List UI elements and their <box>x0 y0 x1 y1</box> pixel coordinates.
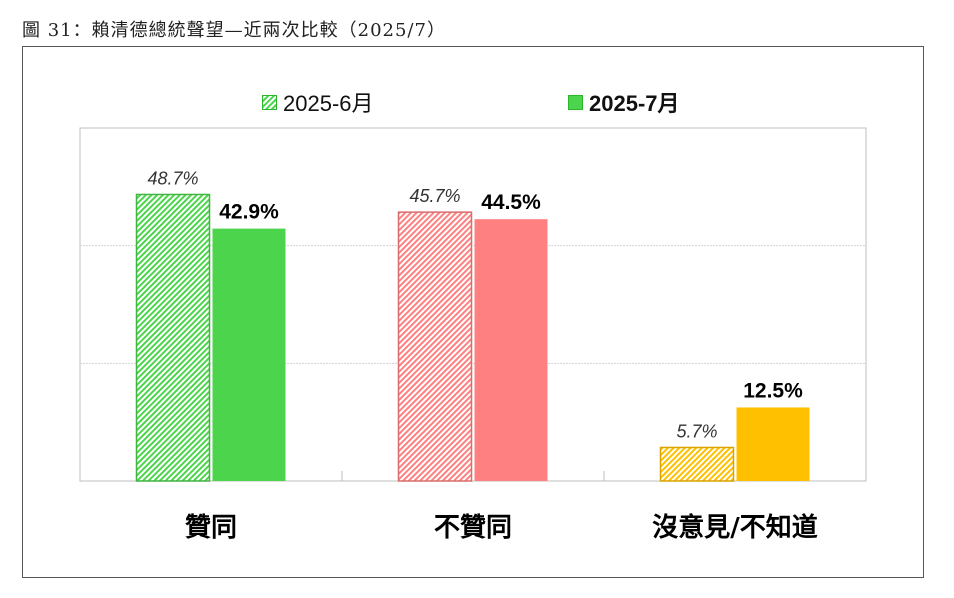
data-label: 45.7% <box>409 186 460 206</box>
figure-title: 圖 31：賴清德總統聲望—近兩次比較（2025/7） <box>22 20 446 41</box>
legend-label: 2025-6月 <box>283 91 374 116</box>
bar-2025-7 <box>736 407 810 481</box>
legend-swatch-solid <box>568 94 583 110</box>
category-label: 不贊同 <box>434 513 512 543</box>
bar-2025-7 <box>474 219 548 482</box>
category-label: 贊同 <box>185 513 237 543</box>
category-label: 沒意見/不知道 <box>652 512 818 543</box>
legend-label: 2025-7月 <box>589 91 680 116</box>
bar-2025-6 <box>397 211 473 482</box>
legend-swatch-hatched <box>262 94 277 110</box>
data-label: 12.5% <box>743 379 803 402</box>
legend-item-2025-7: 2025-7月 <box>568 86 680 118</box>
data-label: 44.5% <box>481 191 541 214</box>
data-label: 48.7% <box>147 168 198 188</box>
bar-2025-7 <box>212 228 286 481</box>
bar-2025-6 <box>659 446 735 482</box>
data-label: 5.7% <box>676 421 717 441</box>
chart-frame <box>22 46 924 578</box>
data-label: 42.9% <box>219 201 279 224</box>
bar-2025-6 <box>135 193 211 482</box>
legend-item-2025-6: 2025-6月 <box>262 86 374 118</box>
